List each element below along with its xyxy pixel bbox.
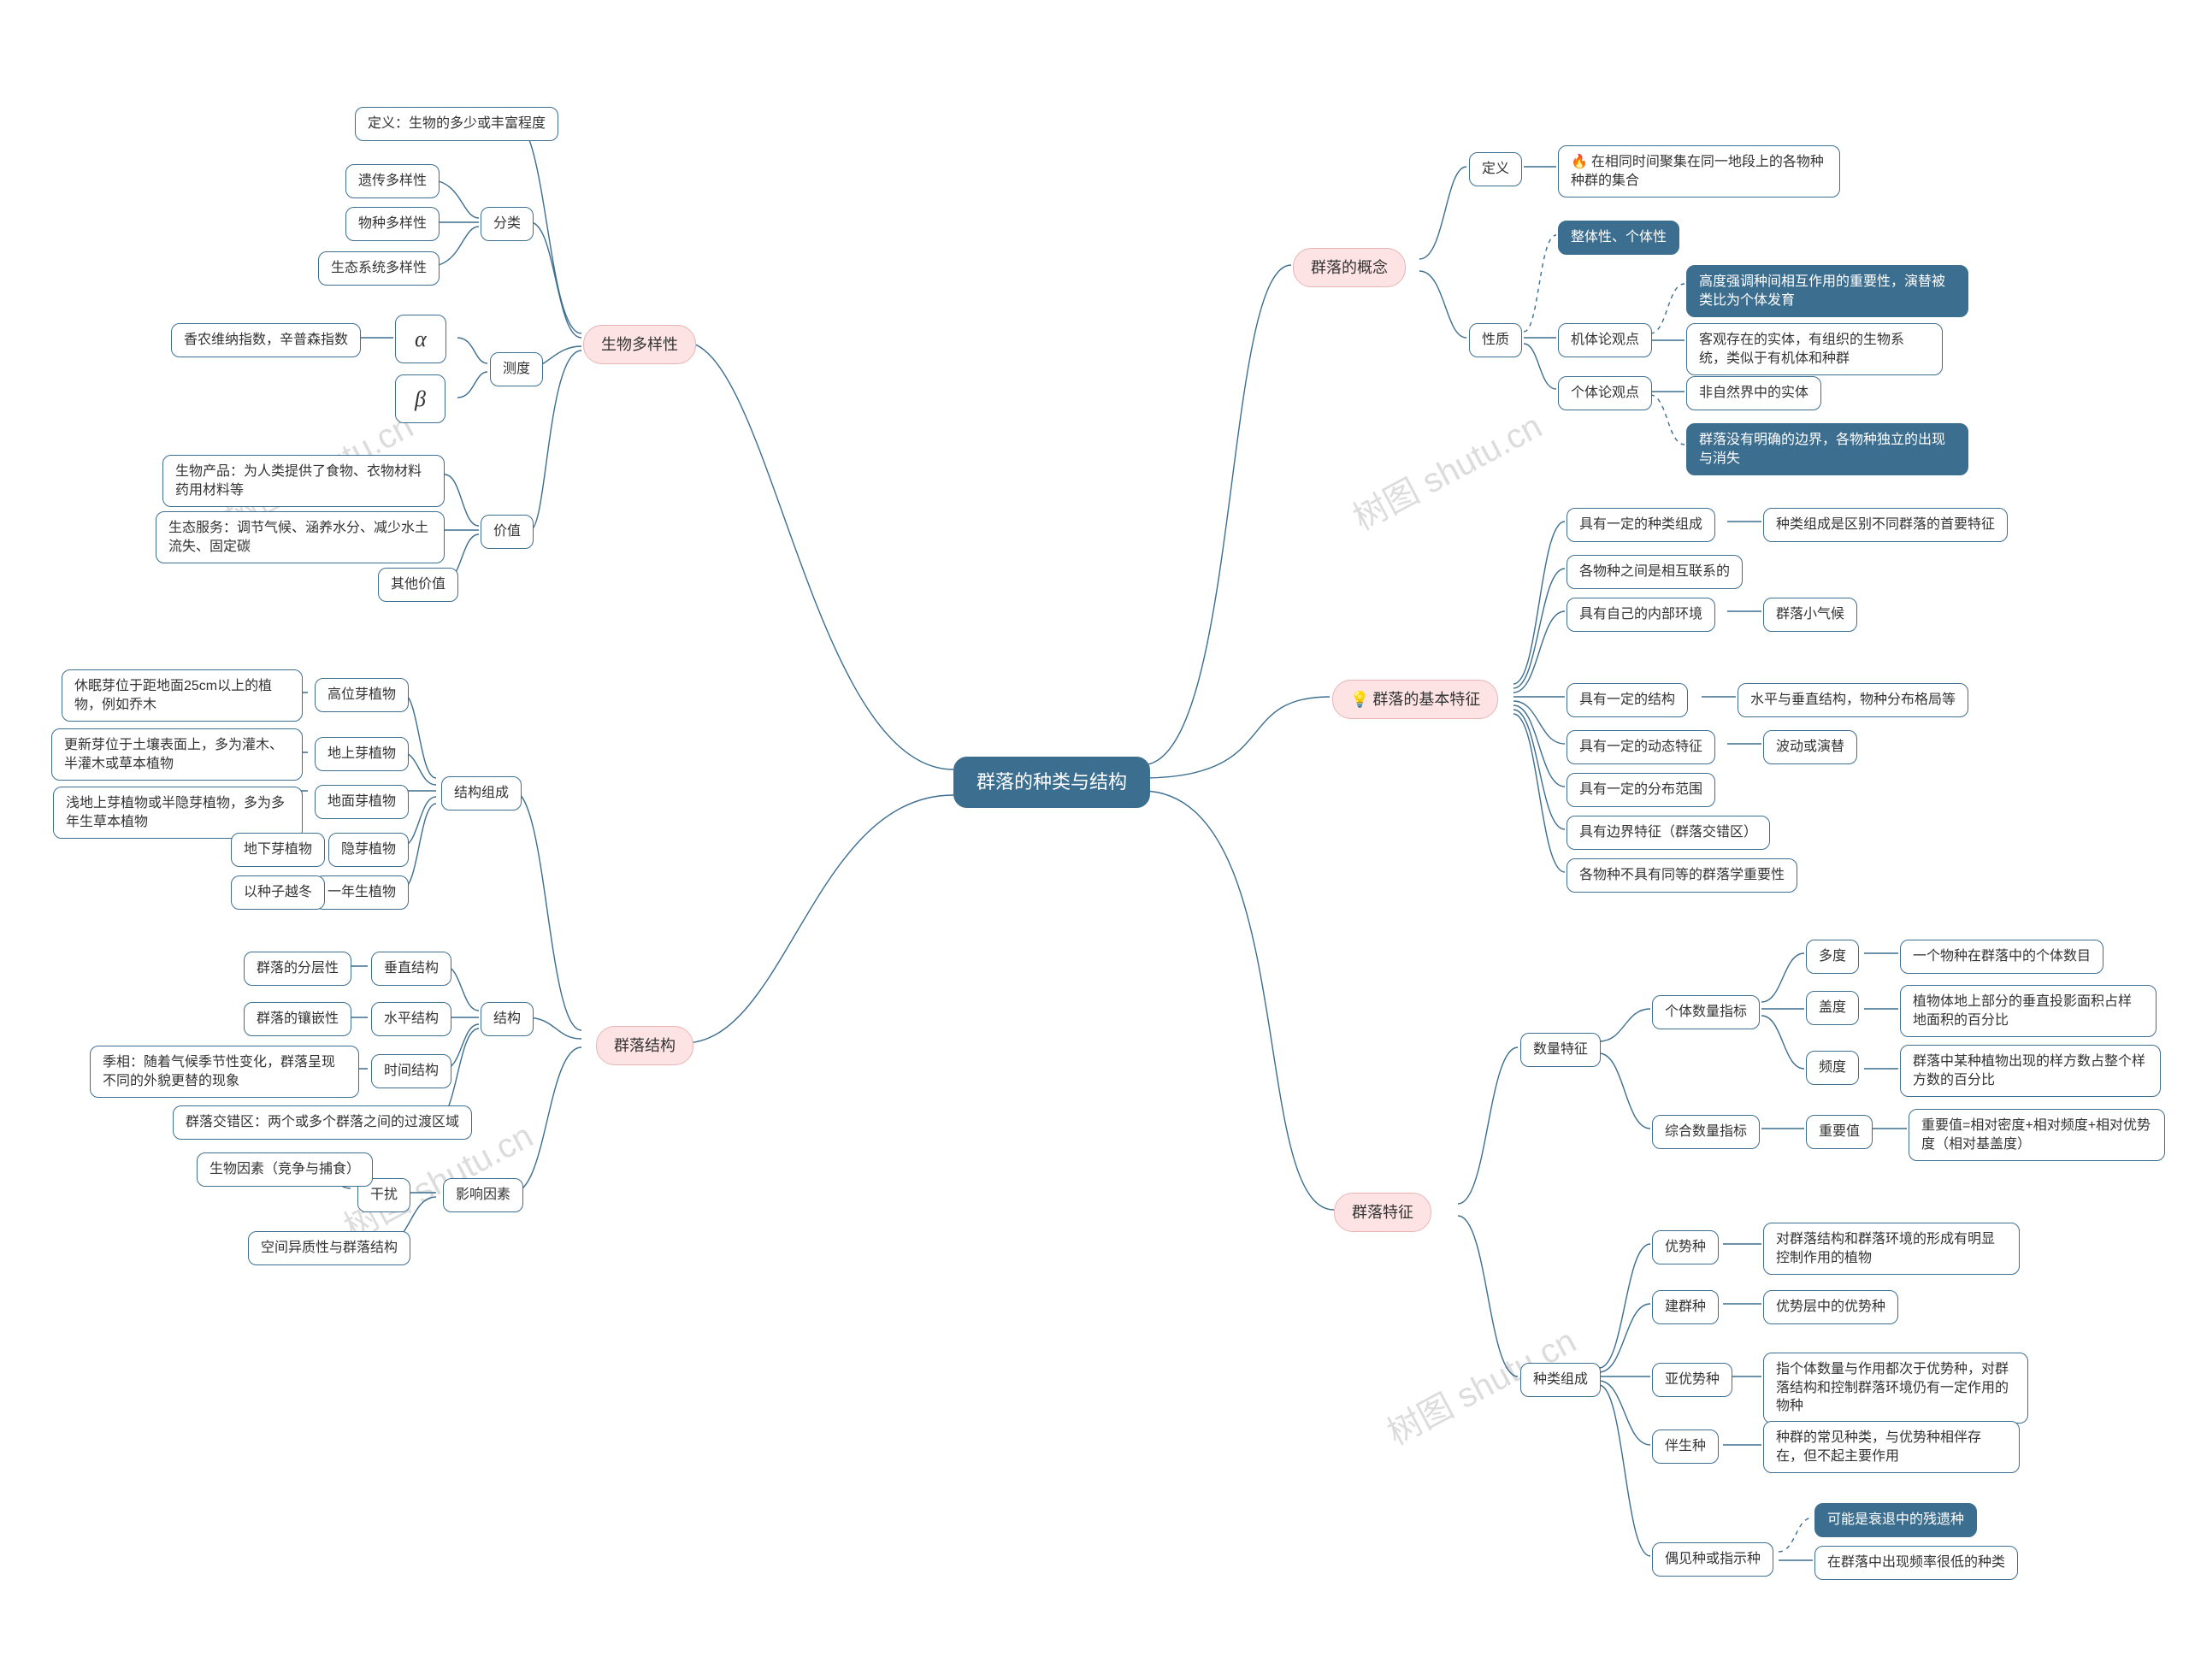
feat-freq: 频度 [1806, 1051, 1859, 1085]
center-node[interactable]: 群落的种类与结构 [953, 757, 1150, 808]
struct-highbud: 高位芽植物 [315, 678, 409, 712]
feat-rare-hl: 可能是衰退中的残遗种 [1814, 1503, 1977, 1537]
branch-basic[interactable]: 💡群落的基本特征 [1332, 680, 1498, 719]
basic-c7: 具有边界特征（群落交错区） [1567, 816, 1770, 850]
struct-groundbud-desc: 更新芽位于土壤表面上，多为灌木、半灌木或草本植物 [51, 728, 303, 781]
basic-c1a: 具有一定的种类组成 [1567, 508, 1715, 542]
feat-rare-desc: 在群落中出现频率很低的种类 [1814, 1546, 2018, 1580]
struct-composition[interactable]: 结构组成 [441, 776, 522, 811]
concept-organ-text: 客观存在的实体，有组织的生物系统，类似于有机体和种群 [1686, 323, 1943, 375]
biodiv-alpha: α [395, 315, 446, 363]
branch-basic-label: 群落的基本特征 [1372, 691, 1480, 708]
concept-indiv-hl: 群落没有明确的边界，各物种独立的出现与消失 [1686, 423, 1968, 475]
biodiv-species: 物种多样性 [345, 207, 440, 241]
struct-factors[interactable]: 影响因素 [443, 1178, 523, 1212]
feat-companion-desc: 种群的常见种类，与优势种相伴存在，但不起主要作用 [1763, 1421, 2020, 1473]
concept-organ-hl: 高度强调种间相互作用的重要性，演替被类比为个体发育 [1686, 265, 1968, 317]
feat-iv-desc: 重要值=相对密度+相对频度+相对优势度（相对基盖度） [1909, 1109, 2165, 1161]
struct-time-desc: 季相：随着气候季节性变化，群落呈现不同的外貌更替的现象 [90, 1046, 359, 1098]
concept-hl1: 整体性、个体性 [1558, 221, 1679, 255]
branch-biodiversity[interactable]: 生物多样性 [583, 325, 696, 364]
struct-hidden: 隐芽植物 [328, 833, 409, 867]
feat-indiv-label: 个体数量指标 [1652, 995, 1760, 1029]
feat-freq-desc: 群落中某种植物出现的样方数占整个样方数的百分比 [1900, 1045, 2161, 1097]
concept-organ: 机体论观点 [1558, 323, 1652, 357]
biodiv-service: 生态服务：调节气候、涵养水分、减少水土流失、固定碳 [156, 511, 445, 563]
feat-edificator: 建群种 [1652, 1290, 1719, 1324]
bulb-icon: 💡 [1350, 691, 1369, 708]
concept-def-text: 🔥在相同时间聚集在同一地段上的各物种种群的集合 [1558, 145, 1840, 197]
biodiv-beta: β [395, 374, 445, 423]
basic-c1b: 种类组成是区别不同群落的首要特征 [1763, 508, 2008, 542]
concept-def-text-span: 在相同时间聚集在同一地段上的各物种种群的集合 [1571, 155, 1824, 188]
feat-edificator-desc: 优势层中的优势种 [1763, 1290, 1898, 1324]
biodiv-classify[interactable]: 分类 [481, 207, 534, 241]
biodiv-ecosystem: 生态系统多样性 [318, 251, 440, 286]
concept-nature[interactable]: 性质 [1469, 323, 1522, 357]
feat-rare: 偶见种或指示种 [1652, 1542, 1773, 1577]
biodiv-value[interactable]: 价值 [481, 515, 534, 549]
struct-horizontal-desc: 群落的镶嵌性 [244, 1002, 351, 1036]
basic-c2: 各物种之间是相互联系的 [1567, 555, 1743, 589]
biodiv-alpha-note: 香农维纳指数，辛普森指数 [171, 323, 361, 357]
struct-surfbud: 地面芽植物 [315, 785, 409, 819]
biodiv-genetic: 遗传多样性 [345, 164, 440, 198]
feat-abundance-desc: 一个物种在群落中的个体数目 [1900, 940, 2103, 974]
biodiv-definition: 定义：生物的多少或丰富程度 [355, 107, 558, 141]
feat-subdom-desc: 指个体数量与作用都次于优势种，对群落结构和控制群落环境仍有一定作用的物种 [1763, 1353, 2028, 1424]
basic-c8: 各物种不具有同等的群落学重要性 [1567, 858, 1797, 893]
struct-vertical: 垂直结构 [371, 952, 451, 986]
basic-c5a: 具有一定的动态特征 [1567, 730, 1715, 764]
branch-feature[interactable]: 群落特征 [1334, 1193, 1431, 1232]
branch-structure[interactable]: 群落结构 [596, 1026, 693, 1065]
struct-highbud-desc: 休眠芽位于距地面25cm以上的植物，例如乔木 [62, 669, 303, 722]
basic-c6: 具有一定的分布范围 [1567, 773, 1715, 807]
feat-comp-label: 综合数量指标 [1652, 1115, 1760, 1149]
feat-cover-desc: 植物体地上部分的垂直投影面积占样地面积的百分比 [1900, 985, 2157, 1037]
struct-struct[interactable]: 结构 [481, 1002, 534, 1036]
basic-c4b: 水平与垂直结构，物种分布格局等 [1738, 683, 1968, 717]
concept-indiv-text: 非自然界中的实体 [1686, 376, 1821, 410]
basic-c4a: 具有一定的结构 [1567, 683, 1688, 717]
struct-hidden-desc: 地下芽植物 [231, 833, 325, 867]
concept-indiv: 个体论观点 [1558, 376, 1652, 410]
feat-subdom: 亚优势种 [1652, 1363, 1732, 1397]
struct-spatial: 空间异质性与群落结构 [248, 1231, 410, 1265]
concept-def[interactable]: 定义 [1469, 152, 1522, 186]
struct-annual: 一年生植物 [315, 875, 409, 910]
watermark: 树图 shutu.cn [1343, 399, 1549, 540]
biodiv-product: 生物产品：为人类提供了食物、衣物材料药用材料等 [162, 455, 445, 507]
feat-qty[interactable]: 数量特征 [1520, 1033, 1601, 1067]
branch-concept[interactable]: 群落的概念 [1293, 248, 1406, 287]
basic-c3b: 群落小气候 [1763, 598, 1857, 632]
fire-icon: 🔥 [1571, 155, 1588, 169]
struct-horizontal: 水平结构 [371, 1002, 451, 1036]
struct-annual-desc: 以种子越冬 [231, 875, 325, 910]
struct-time: 时间结构 [371, 1054, 451, 1088]
struct-surfbud-desc: 浅地上芽植物或半隐芽植物，多为多年生草本植物 [53, 787, 303, 839]
feat-companion: 伴生种 [1652, 1429, 1719, 1464]
struct-vertical-desc: 群落的分层性 [244, 952, 351, 986]
feat-iv: 重要值 [1806, 1115, 1873, 1149]
feat-dominant-desc: 对群落结构和群落环境的形成有明显控制作用的植物 [1763, 1223, 2020, 1275]
struct-ecotone: 群落交错区：两个或多个群落之间的过渡区域 [173, 1105, 472, 1140]
biodiv-measure[interactable]: 测度 [490, 352, 543, 386]
biodiv-other: 其他价值 [378, 568, 458, 602]
basic-c5b: 波动或演替 [1763, 730, 1857, 764]
feat-dominant: 优势种 [1652, 1230, 1719, 1264]
struct-biotic: 生物因素（竞争与捕食） [197, 1152, 373, 1187]
basic-c3a: 具有自己的内部环境 [1567, 598, 1715, 632]
feat-comp[interactable]: 种类组成 [1520, 1363, 1601, 1397]
feat-cover: 盖度 [1806, 991, 1859, 1025]
feat-abundance: 多度 [1806, 940, 1859, 974]
struct-groundbud: 地上芽植物 [315, 737, 409, 771]
